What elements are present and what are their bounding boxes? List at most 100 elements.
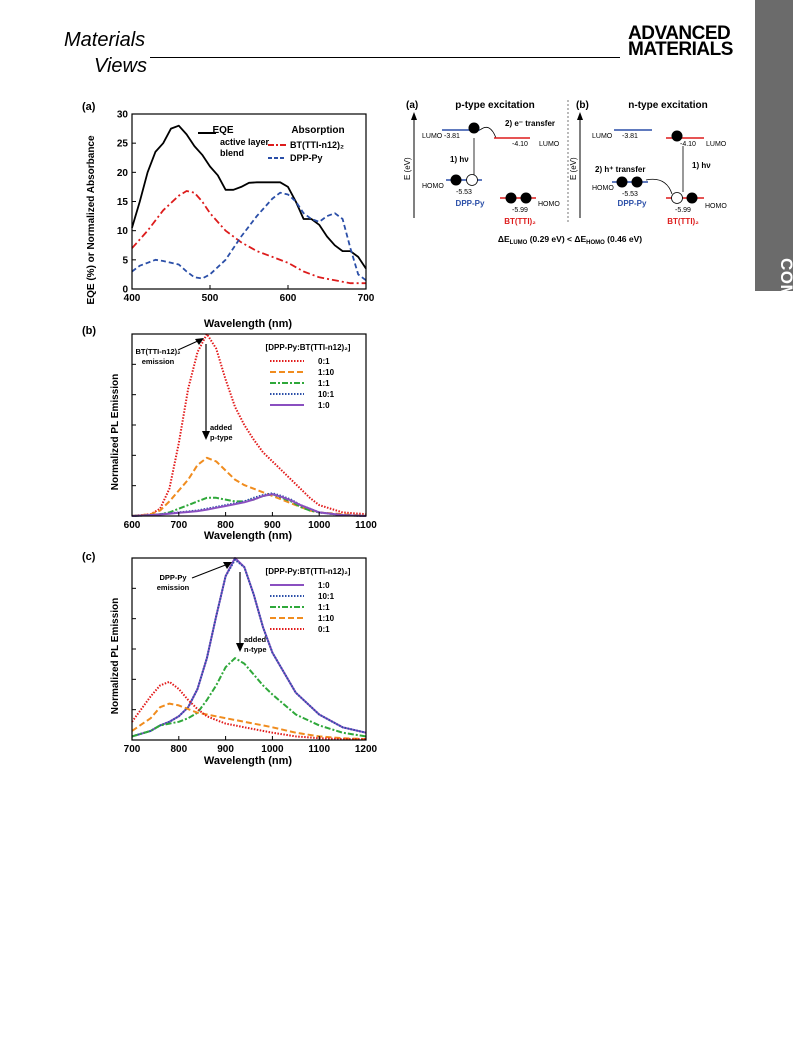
x-tick-label: 500: [202, 293, 219, 304]
homo-dot-filled: [450, 174, 462, 186]
series-line-b-1: [131, 456, 367, 517]
homo-label-left-2: HOMO: [538, 201, 560, 208]
emission-arrowhead: [195, 338, 204, 345]
legend-abs-title: Absorption: [291, 125, 344, 136]
emission-annotation-line2: emission: [157, 583, 190, 592]
x-tick-label: 700: [358, 293, 375, 304]
energy-level-diagram: (a) p-type excitation E (eV) LUMO -3.81 …: [403, 100, 727, 246]
y-tick-label: 10: [117, 226, 129, 237]
h-transfer-arrow: [645, 178, 673, 195]
legend-bt-item: BT(TTI-n12)₂: [290, 140, 344, 150]
energy-left-label: (a): [406, 100, 418, 111]
x-tick-label: 900: [217, 744, 234, 755]
dpp-lumo-right: -3.81: [622, 133, 638, 140]
series-line-b-4: [131, 493, 367, 517]
energy-right-label: (b): [576, 100, 589, 111]
chart-pl-n-type: (c) 700 800 900 1000 1100 1200 Normalized PL …: [82, 551, 378, 767]
homo-label-right-2: HOMO: [705, 203, 727, 210]
x-axis-label: Wavelength (nm): [204, 755, 293, 767]
panel-a-label: (a): [82, 101, 96, 113]
bt-homo-right: -5.99: [675, 207, 691, 214]
hole-dot: [466, 174, 478, 186]
homo-label-right: HOMO: [592, 185, 614, 192]
logo-materials: MATERIALS: [628, 39, 733, 60]
logo-line-materials: Materials: [64, 29, 145, 51]
lumo-label-right: LUMO: [592, 133, 613, 140]
legend-item-label: 1:10: [318, 368, 335, 377]
dpp-homo-left: -5.53: [456, 189, 472, 196]
advanced-materials-logo: ADVANCED MATERIALS: [628, 24, 733, 60]
quench-arrowhead: [236, 643, 244, 652]
emission-arrowhead: [223, 562, 232, 569]
series-line-b-0: [131, 333, 367, 517]
dpp-lumo-left: -3.81: [444, 133, 460, 140]
legend-title: [DPP-Py:BT(TTI-n12)₂]: [266, 343, 351, 352]
y-tick-label: 25: [117, 139, 129, 150]
chart-pl-p-type: (b) 600 700 800 900 1000 1100 Normalized PL E…: [82, 325, 377, 542]
electron-dot: [468, 122, 480, 134]
legend-dpp-item: DPP-Py: [290, 153, 323, 163]
bt-homo-dot-1: [505, 192, 517, 204]
legend-item-label: 1:0: [318, 401, 330, 410]
added-annotation-line1: added: [210, 423, 233, 432]
x-tick-label: 800: [217, 520, 234, 531]
legend-item-label: 0:1: [318, 357, 330, 366]
acceptor-label-right: BT(TTI)₂: [667, 217, 699, 226]
acceptor-hole-dot: [671, 192, 683, 204]
bt-homo-left: -5.99: [512, 207, 528, 214]
x-tick-label: 1100: [308, 744, 330, 755]
e-transfer-arrow: [479, 126, 497, 139]
x-tick-label: 1000: [308, 520, 331, 531]
energy-right-title: n-type excitation: [628, 100, 707, 111]
delta-energy-statement: ΔELUMO (0.29 eV) < ΔEHOMO (0.46 eV): [498, 234, 642, 246]
emission-annotation-line2: emission: [142, 357, 175, 366]
bt-lumo-right: -4.10: [680, 141, 696, 148]
legend-eqe-title: EQE: [212, 125, 233, 136]
panel-c-label: (c): [82, 551, 96, 563]
legend-item-label: 10:1: [318, 390, 335, 399]
emission-annotation-line1: DPP-Py: [159, 573, 187, 582]
x-tick-label: 900: [264, 520, 281, 531]
x-tick-label: 700: [124, 744, 141, 755]
x-tick-label: 1200: [355, 744, 378, 755]
legend-item-label: 1:1: [318, 603, 330, 612]
x-tick-label: 600: [124, 520, 141, 531]
legend-eqe-item-line1: active layer: [220, 137, 270, 147]
y-tick-label: 30: [117, 110, 129, 121]
energy-left-title: p-type excitation: [455, 100, 534, 111]
series-line-a-2: [131, 191, 367, 282]
energy-axis-arrow-right: [577, 112, 583, 120]
y-axis-label: EQE (%) or Normalized Absorbance: [86, 135, 97, 305]
x-tick-label: 1100: [355, 520, 377, 531]
lumo-label-left: LUMO: [422, 133, 443, 140]
bt-homo-dot-2: [520, 192, 532, 204]
dpp-homo-dot-1: [616, 176, 628, 188]
lumo-label-right-2: LUMO: [706, 141, 727, 148]
legend-item-label: 1:10: [318, 614, 335, 623]
series-line-c-2: [131, 657, 367, 738]
energy-axis-label-left: E (eV): [403, 157, 412, 180]
y-tick-label: 5: [122, 255, 128, 266]
bt-lumo-left: -4.10: [512, 141, 528, 148]
x-axis-label: Wavelength (nm): [204, 318, 293, 330]
y-axis-label: Normalized PL Emission: [110, 598, 121, 715]
x-tick-label: 700: [170, 520, 187, 531]
legend-eqe-item-line2: blend: [220, 148, 244, 158]
y-tick-label: 20: [117, 168, 129, 179]
header-rule: [150, 57, 620, 58]
legend-item-label: 0:1: [318, 625, 330, 634]
acceptor-label-left: BT(TTI)₂: [504, 217, 536, 226]
added-annotation-line2: n-type: [244, 645, 267, 654]
dpp-homo-right: -5.53: [622, 191, 638, 198]
y-tick-label: 0: [122, 285, 128, 296]
materials-views-logo: Materials Views: [62, 22, 172, 82]
hv-label-right: 1) hν: [692, 161, 711, 170]
added-annotation-line1: added: [244, 635, 267, 644]
emission-annotation-arrow: [191, 563, 229, 579]
added-annotation-line2: p-type: [210, 433, 233, 442]
energy-axis-label-right: E (eV): [569, 157, 578, 180]
legend-item-label: 1:0: [318, 581, 330, 590]
emission-annotation-line1: BT(TTI-n12)₂: [136, 347, 181, 356]
legend-item-label: 1:1: [318, 379, 330, 388]
x-tick-label: 400: [124, 293, 141, 304]
